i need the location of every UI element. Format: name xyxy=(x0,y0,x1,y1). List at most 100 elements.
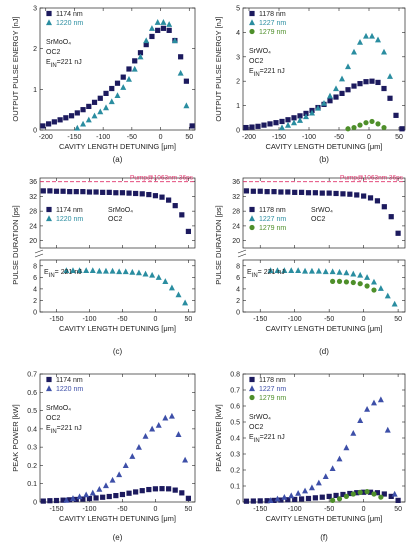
data-point xyxy=(100,494,106,500)
data-point xyxy=(103,90,109,96)
data-point xyxy=(351,48,357,55)
y-tick-label: 6 xyxy=(236,275,240,282)
data-point xyxy=(302,267,309,274)
y-tick-label: 0 xyxy=(33,310,37,317)
data-point xyxy=(113,190,119,196)
data-point xyxy=(162,278,169,284)
pump-reference-label: Pump@1063nm 36ps xyxy=(340,175,404,182)
data-point xyxy=(257,188,263,194)
data-point xyxy=(371,491,377,497)
data-point xyxy=(278,497,284,503)
chart-e: 0 0.1 0.2 0.3 0.4 0.5 0.6 0.7 -150 -100 -50 0 50 1174… xyxy=(11,372,196,542)
data-point xyxy=(291,115,297,121)
data-point xyxy=(133,190,139,197)
annotation-text: SrWO₄ xyxy=(311,207,333,214)
data-point xyxy=(97,95,103,101)
data-point xyxy=(142,432,149,439)
data-point xyxy=(109,476,116,483)
data-point xyxy=(336,496,343,502)
y-tick-label: 5 xyxy=(236,6,240,13)
y-tick-label: 4 xyxy=(236,286,240,293)
y-tick-label: 8 xyxy=(33,263,37,270)
data-point xyxy=(361,193,367,199)
data-point xyxy=(177,69,184,76)
legend-marker xyxy=(249,215,255,222)
data-point xyxy=(53,188,60,194)
data-point xyxy=(131,65,138,72)
axis-break-mark xyxy=(34,253,44,258)
data-point xyxy=(381,48,387,55)
data-point xyxy=(168,412,175,419)
data-point xyxy=(381,204,387,210)
x-tick-label: 50 xyxy=(185,134,193,141)
data-point xyxy=(86,495,93,502)
axis-break-mark xyxy=(237,253,247,258)
data-point xyxy=(388,493,394,499)
data-point xyxy=(274,495,281,502)
legend-marker xyxy=(249,224,255,231)
data-point xyxy=(351,124,357,131)
data-point xyxy=(285,189,291,195)
x-axis-label: CAVITY LENGTH DETUNING [μm] xyxy=(266,514,383,523)
data-point xyxy=(249,124,255,130)
x-tick-label: -50 xyxy=(334,134,344,141)
data-point xyxy=(125,75,132,82)
data-point xyxy=(250,188,256,194)
data-point xyxy=(91,112,98,119)
data-point xyxy=(160,25,167,31)
data-point xyxy=(109,85,115,92)
data-point xyxy=(347,191,353,197)
legend-marker xyxy=(46,385,52,392)
data-point xyxy=(345,87,351,93)
data-point xyxy=(172,487,178,493)
x-tick-label: -50 xyxy=(117,316,127,323)
data-point xyxy=(166,486,172,492)
data-point xyxy=(357,271,364,278)
data-point xyxy=(298,496,305,502)
legend-label: 1279 nm xyxy=(259,29,286,36)
x-tick-label: -50 xyxy=(117,506,127,513)
data-point xyxy=(388,214,394,220)
data-point xyxy=(339,90,345,96)
data-point xyxy=(63,267,70,273)
data-point xyxy=(63,115,69,121)
data-point xyxy=(267,497,274,503)
y-tick-label: 2 xyxy=(33,298,37,305)
x-tick-label: -150 xyxy=(49,506,63,513)
data-point xyxy=(336,268,343,275)
data-point xyxy=(333,85,339,92)
y-tick-label: 0.2 xyxy=(27,463,37,470)
plot-frame xyxy=(242,7,406,131)
plot-frame xyxy=(39,259,196,313)
data-point xyxy=(137,50,144,56)
data-point xyxy=(261,122,267,128)
data-point xyxy=(80,189,86,195)
y-tick-label: 0.1 xyxy=(27,481,37,488)
data-point xyxy=(333,190,339,197)
x-tick-label: -150 xyxy=(253,316,267,323)
legend-label: 1174 nm xyxy=(56,207,83,214)
x-tick-label: -50 xyxy=(127,134,137,141)
data-point xyxy=(369,78,375,84)
data-point xyxy=(391,490,398,497)
x-tick-label: 50 xyxy=(394,316,402,323)
panel-caption: (a) xyxy=(113,155,123,164)
data-point xyxy=(395,230,401,236)
data-point xyxy=(142,270,149,277)
data-point xyxy=(350,279,356,286)
data-point xyxy=(387,73,393,79)
data-point xyxy=(354,192,360,198)
data-point xyxy=(321,99,327,106)
annotation-text: EIN=221 nJ xyxy=(46,425,82,435)
data-point xyxy=(298,189,305,195)
data-point xyxy=(85,116,92,123)
data-point xyxy=(288,492,295,499)
y-tick-label: 0.6 xyxy=(230,404,240,411)
legend-marker xyxy=(46,215,52,222)
data-point xyxy=(155,274,162,280)
x-tick-label: -100 xyxy=(302,134,316,141)
data-point xyxy=(309,109,315,116)
data-point xyxy=(350,270,357,277)
axis-break-mark xyxy=(34,249,44,254)
